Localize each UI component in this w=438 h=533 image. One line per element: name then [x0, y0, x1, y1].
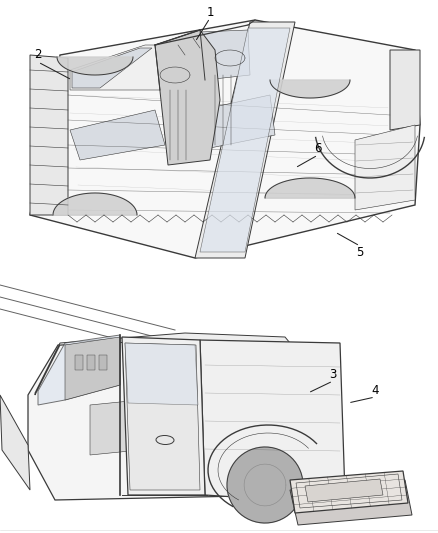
Polygon shape: [290, 480, 412, 525]
Polygon shape: [195, 22, 295, 258]
Polygon shape: [35, 333, 290, 395]
Polygon shape: [70, 110, 165, 160]
Text: 1: 1: [206, 5, 214, 19]
Polygon shape: [65, 337, 120, 400]
Polygon shape: [70, 30, 200, 90]
Polygon shape: [265, 178, 355, 198]
Text: 4: 4: [371, 384, 379, 397]
Polygon shape: [305, 479, 383, 502]
Polygon shape: [125, 343, 198, 405]
Polygon shape: [200, 340, 345, 500]
Polygon shape: [38, 335, 120, 405]
Polygon shape: [90, 400, 140, 455]
Polygon shape: [28, 335, 290, 500]
Polygon shape: [122, 337, 205, 495]
Polygon shape: [57, 57, 133, 75]
Polygon shape: [355, 125, 415, 210]
Polygon shape: [200, 95, 275, 148]
Polygon shape: [87, 355, 95, 370]
Text: 2: 2: [34, 49, 42, 61]
Polygon shape: [125, 343, 200, 490]
Polygon shape: [30, 20, 420, 258]
Polygon shape: [227, 447, 303, 523]
Text: 3: 3: [329, 367, 337, 381]
Polygon shape: [53, 193, 137, 215]
Polygon shape: [290, 471, 408, 513]
Polygon shape: [200, 28, 290, 252]
Polygon shape: [200, 30, 250, 80]
Polygon shape: [390, 50, 420, 130]
Polygon shape: [155, 30, 220, 165]
Polygon shape: [75, 355, 83, 370]
Text: 6: 6: [314, 141, 322, 155]
Polygon shape: [72, 48, 152, 88]
Polygon shape: [0, 395, 30, 490]
Polygon shape: [99, 355, 107, 370]
Polygon shape: [30, 55, 68, 215]
Polygon shape: [270, 80, 350, 98]
Text: 5: 5: [356, 246, 364, 259]
